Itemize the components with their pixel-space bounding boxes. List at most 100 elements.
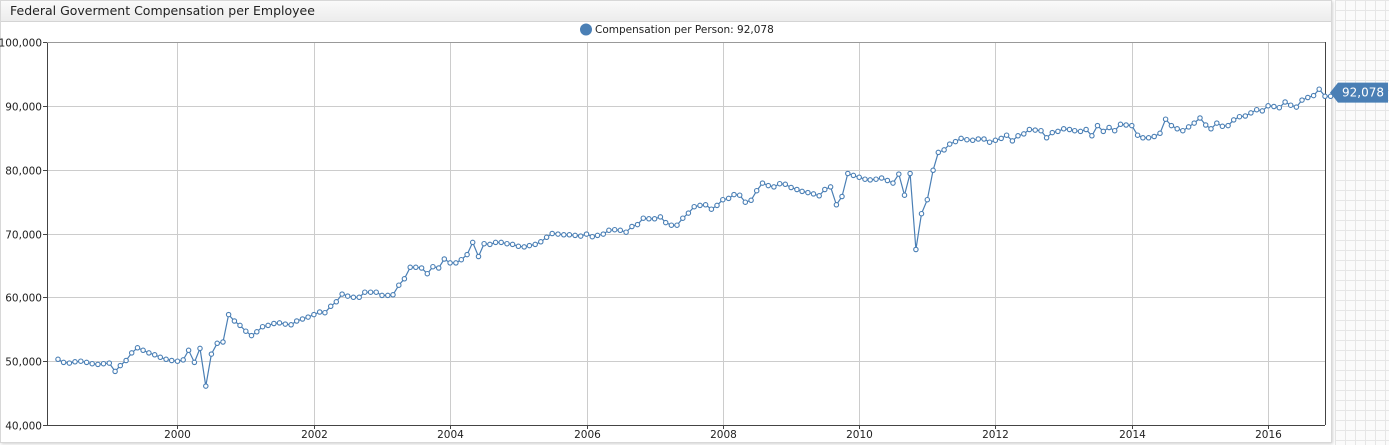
data-point[interactable] [543, 234, 550, 241]
data-point[interactable] [146, 350, 152, 356]
data-point[interactable] [327, 303, 334, 310]
data-point[interactable] [765, 182, 772, 189]
data-point[interactable] [197, 345, 203, 352]
data-point[interactable] [464, 251, 470, 258]
data-point[interactable] [702, 202, 709, 208]
data-point[interactable] [924, 196, 931, 203]
data-point[interactable] [600, 231, 607, 237]
data-point[interactable] [827, 184, 834, 190]
data-point[interactable] [225, 311, 232, 318]
data-point[interactable] [1271, 103, 1277, 110]
data-point[interactable] [1157, 130, 1163, 137]
data-point[interactable] [878, 175, 885, 181]
data-point[interactable] [969, 137, 976, 144]
data-point[interactable] [237, 322, 243, 329]
data-point[interactable] [981, 136, 987, 142]
data-point[interactable] [60, 359, 67, 366]
data-point[interactable] [1162, 116, 1169, 122]
data-point[interactable] [986, 139, 993, 145]
data-point[interactable] [78, 358, 84, 364]
data-point[interactable] [538, 239, 544, 245]
data-point[interactable] [390, 292, 396, 298]
data-point[interactable] [1089, 133, 1095, 139]
data-point[interactable] [1282, 99, 1288, 105]
data-point[interactable] [248, 332, 255, 339]
data-point[interactable] [708, 206, 715, 212]
data-point[interactable] [1293, 104, 1300, 110]
data-point[interactable] [1066, 126, 1073, 133]
data-point[interactable] [935, 149, 942, 156]
data-point[interactable] [697, 202, 703, 209]
data-point[interactable] [521, 244, 527, 250]
data-point[interactable] [1100, 128, 1107, 135]
data-point[interactable] [1038, 127, 1044, 134]
data-point[interactable] [453, 260, 459, 266]
data-point[interactable] [1043, 135, 1050, 141]
data-point[interactable] [311, 311, 317, 318]
legend[interactable]: Compensation per Person: 92,078 [580, 23, 774, 37]
data-point[interactable] [356, 294, 362, 301]
data-point[interactable] [185, 347, 192, 354]
data-point[interactable] [299, 316, 306, 322]
data-point[interactable] [862, 176, 868, 182]
data-point[interactable] [271, 320, 277, 327]
data-point[interactable] [413, 264, 419, 271]
data-point[interactable] [140, 347, 146, 354]
data-point[interactable] [1049, 129, 1056, 136]
data-point[interactable] [748, 197, 754, 204]
data-point[interactable] [1202, 122, 1209, 128]
data-point[interactable] [788, 184, 794, 191]
data-point[interactable] [634, 221, 641, 228]
data-point[interactable] [362, 289, 368, 295]
data-point[interactable] [1259, 108, 1266, 114]
data-point[interactable] [1276, 104, 1283, 111]
data-point[interactable] [259, 323, 266, 330]
data-point[interactable] [1071, 127, 1078, 134]
data-point[interactable] [810, 191, 817, 197]
data-point[interactable] [1077, 128, 1084, 135]
data-point[interactable] [1134, 132, 1141, 138]
data-point[interactable] [845, 170, 851, 177]
data-point[interactable] [651, 216, 658, 222]
data-point[interactable] [884, 177, 891, 184]
data-point[interactable] [839, 193, 845, 200]
data-point[interactable] [1151, 133, 1157, 140]
data-point[interactable] [498, 239, 504, 246]
data-point[interactable] [72, 359, 78, 365]
data-point[interactable] [572, 232, 578, 239]
data-point[interactable] [373, 289, 379, 295]
data-point[interactable] [1219, 123, 1226, 130]
data-point[interactable] [589, 233, 596, 240]
data-point[interactable] [617, 227, 624, 234]
data-point[interactable] [174, 358, 181, 364]
data-point[interactable] [89, 360, 95, 367]
data-point[interactable] [1214, 120, 1220, 126]
data-point[interactable] [1129, 122, 1135, 129]
data-point[interactable] [1083, 126, 1089, 133]
data-point[interactable] [526, 242, 533, 249]
data-point[interactable] [782, 181, 789, 188]
data-point[interactable] [481, 240, 487, 247]
data-point[interactable] [407, 264, 413, 271]
data-point[interactable] [208, 351, 215, 357]
data-point[interactable] [231, 318, 238, 324]
data-point[interactable] [913, 246, 919, 253]
data-point[interactable] [583, 231, 590, 237]
data-point[interactable] [1316, 86, 1322, 92]
data-point[interactable] [759, 180, 766, 186]
data-point[interactable] [1060, 126, 1067, 132]
data-point[interactable] [930, 167, 936, 174]
data-point[interactable] [606, 227, 612, 234]
data-point[interactable] [561, 232, 567, 238]
data-point[interactable] [736, 192, 743, 198]
data-point[interactable] [1055, 128, 1061, 135]
data-point[interactable] [487, 241, 493, 248]
data-point[interactable] [1236, 113, 1243, 120]
data-point[interactable] [424, 270, 431, 277]
data-point[interactable] [435, 265, 442, 271]
data-point[interactable] [890, 180, 896, 186]
data-point[interactable] [566, 232, 573, 238]
data-point[interactable] [1305, 94, 1311, 101]
data-point[interactable] [344, 293, 351, 299]
data-point[interactable] [1242, 113, 1249, 119]
